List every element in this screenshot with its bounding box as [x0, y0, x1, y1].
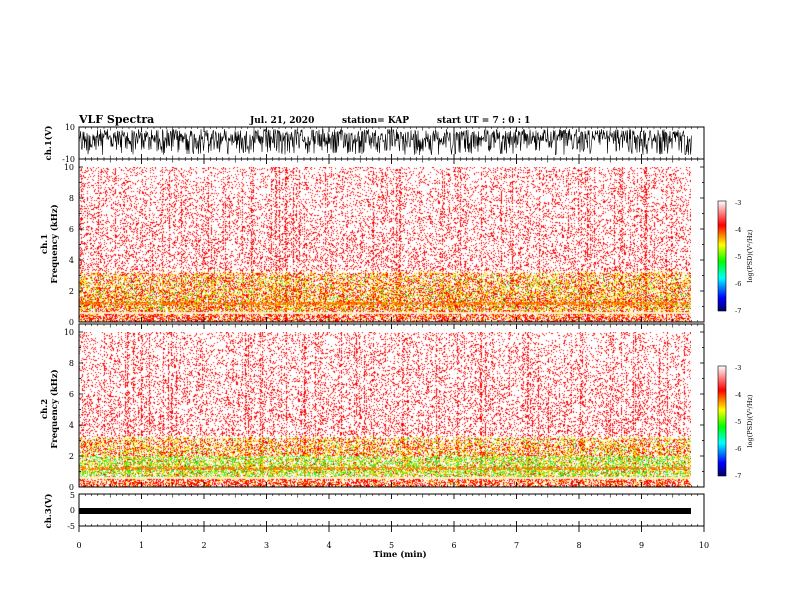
ch1-ftick-8: 8: [69, 194, 74, 203]
xtick-label-5: 5: [389, 541, 394, 550]
time-axis-labels: 0 1 2 3 4 5 6 7 8 9 10 Time (min): [76, 541, 709, 560]
ch1-ftick-2: 2: [69, 287, 74, 296]
ch2-ftick-6: 6: [69, 390, 74, 399]
ch2-spectrogram-ylabel: Frequency (kHz): [49, 369, 60, 448]
ch1-waveform-trace: [78, 128, 692, 156]
ch2-ftick-8: 8: [69, 359, 74, 368]
ch3-ytick-bottom: -5: [67, 522, 75, 531]
xtick-label-7: 7: [514, 541, 519, 550]
ch3-ytick-top: 5: [70, 491, 75, 500]
ch1-spectrogram-ylabel: Frequency (kHz): [49, 204, 60, 283]
ch2-spectrogram-panel: 0 2 4 6 8 10 ch.2 Frequency (kHz): [40, 323, 705, 492]
ch1-colorbar-tick-m7: -7: [735, 307, 741, 315]
xtick-label-6: 6: [451, 541, 456, 550]
ch1-ftick-4: 4: [69, 256, 74, 265]
ch1-ftick-10: 10: [64, 163, 74, 172]
ch2-colorbar-tick-m6: -6: [735, 445, 741, 453]
start-time-label: start UT = 7 : 0 : 1: [437, 116, 530, 126]
xtick-label-1: 1: [139, 541, 144, 550]
ch2-spectrogram-yticks: [79, 331, 704, 488]
time-axis-ticks: [78, 127, 705, 532]
ch1-colorbar-tick-m3: -3: [735, 199, 741, 207]
ch3-waveform-trace: [79, 508, 691, 514]
ch1-spectrogram-yticks: [79, 166, 704, 323]
xtick-label-2: 2: [201, 541, 206, 550]
date-label: Jul. 21, 2020: [249, 116, 314, 126]
xtick-label-9: 9: [639, 541, 644, 550]
xtick-label-3: 3: [264, 541, 269, 550]
ch2-ftick-0: 0: [69, 483, 74, 492]
ch1-waveform-panel: 10 -10 ch.1(V): [43, 123, 705, 164]
figure-title: VLF Spectra: [78, 113, 154, 126]
ch1-ftick-0: 0: [69, 318, 74, 327]
ch2-colorbar-tick-m7: -7: [735, 472, 741, 480]
ch3-ylabel: ch.3(V): [43, 494, 54, 529]
ch1-colorbar-tick-m4: -4: [735, 226, 741, 234]
ch2-colorbar-tick-m3: -3: [735, 364, 741, 372]
ch2-colorbar-tick-m4: -4: [735, 391, 741, 399]
xtick-label-10: 10: [699, 541, 709, 550]
ch2-ftick-10: 10: [64, 328, 74, 337]
ch3-ytick-middle: 0: [70, 506, 75, 515]
ch1-colorbar-label: log(PSD)(V²/Hz): [746, 229, 754, 282]
xtick-label-8: 8: [576, 541, 581, 550]
ch2-spectrogram-ylabel-channel: ch.2: [40, 399, 50, 419]
ch1-ylabel: ch.1(V): [43, 126, 54, 161]
ch1-colorbar-tick-m6: -6: [735, 280, 741, 288]
xtick-label-4: 4: [326, 541, 331, 550]
ch1-spectrogram-panel: 0 2 4 6 8 10 ch.1 Frequency (kHz): [40, 158, 705, 327]
xtick-label-0: 0: [76, 541, 81, 550]
ch2-spectrogram-image: [79, 332, 691, 487]
ch1-spectrogram-image: [79, 167, 691, 322]
ch2-colorbar-label: log(PSD)(V²/Hz): [746, 394, 754, 447]
ch1-colorbar-tick-m5: -5: [735, 253, 741, 261]
ch1-ytick-bottom: -10: [62, 155, 75, 164]
ch2-colorbar-gradient: [717, 365, 727, 477]
station-label: station= KAP: [342, 116, 409, 126]
ch1-ytick-top: 10: [65, 123, 75, 132]
time-axis-label: Time (min): [373, 549, 426, 560]
ch1-colorbar-gradient: [717, 200, 727, 312]
ch2-colorbar: -3 -4 -5 -6 -7 log(PSD)(V²/Hz): [717, 364, 754, 480]
ch1-ftick-6: 6: [69, 225, 74, 234]
ch1-spectrogram-ylabel-channel: ch.1: [40, 234, 50, 254]
ch2-ftick-2: 2: [69, 452, 74, 461]
ch2-colorbar-tick-m5: -5: [735, 418, 741, 426]
ch3-waveform-panel: 5 0 -5 ch.3(V): [43, 491, 705, 531]
ch1-colorbar: -3 -4 -5 -6 -7 log(PSD)(V²/Hz): [717, 199, 754, 315]
ch2-ftick-4: 4: [69, 421, 74, 430]
